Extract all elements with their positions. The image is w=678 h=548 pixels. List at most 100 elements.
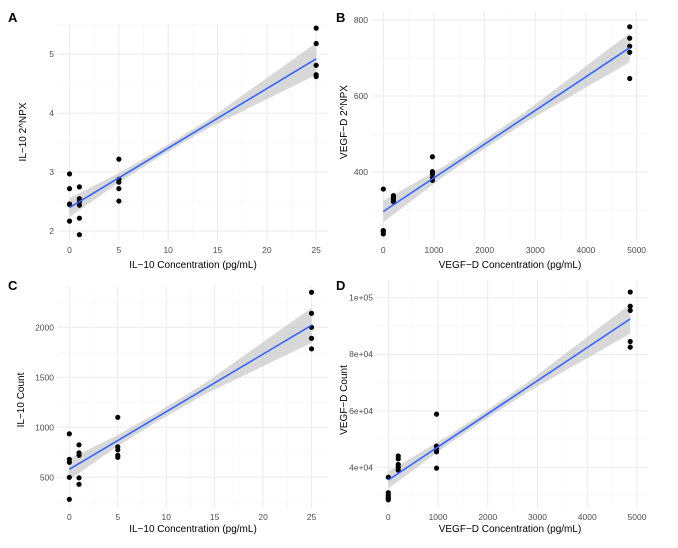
data-point	[313, 25, 319, 31]
x-axis-title: IL−10 Concentration (pg/mL)	[129, 260, 257, 271]
data-point	[308, 346, 315, 352]
y-tick-label: 600	[354, 91, 368, 101]
y-tick-label: 3	[49, 167, 54, 177]
regression-line	[69, 58, 317, 209]
data-point	[627, 35, 633, 41]
x-tick-label: 15	[213, 245, 223, 255]
data-point	[66, 474, 72, 480]
data-point	[433, 465, 440, 471]
y-tick-label: 4	[49, 108, 54, 118]
data-point	[66, 496, 72, 502]
confidence-band	[383, 33, 630, 223]
x-axis-title: IL−10 Concentration (pg/mL)	[129, 524, 257, 535]
data-point	[380, 231, 386, 237]
y-tick-label: 2	[49, 226, 54, 236]
data-point	[627, 307, 633, 314]
y-tick-label: 1e+05	[349, 293, 373, 303]
x-tick-label: 1000	[429, 512, 448, 522]
data-point	[66, 186, 73, 192]
data-point	[429, 154, 436, 160]
data-point	[116, 186, 122, 192]
data-point	[66, 171, 73, 177]
regression-line	[382, 47, 631, 213]
x-tick-label: 5	[116, 245, 121, 255]
data-point	[380, 186, 386, 192]
data-point	[308, 310, 315, 316]
data-point	[627, 338, 633, 345]
panel-d: 0 1000 2000 3000 4000 5000 4e+04 6e+04 8e+04 1e+0…	[336, 278, 648, 535]
data-point	[116, 198, 122, 204]
x-tick-label: 25	[307, 512, 317, 522]
x-tick-label: 20	[258, 512, 268, 522]
data-point	[627, 344, 633, 350]
data-point	[627, 24, 633, 30]
data-point	[115, 414, 121, 420]
x-tick-label: 0	[381, 245, 386, 255]
y-tick-label: 2000	[35, 322, 54, 332]
data-point	[115, 447, 121, 453]
data-point	[66, 459, 72, 465]
x-tick-label: 0	[67, 245, 72, 255]
data-point	[76, 452, 82, 458]
x-tick-label: 4000	[578, 512, 597, 522]
x-tick-label: 5000	[627, 245, 646, 255]
y-axis-title: IL−10 Count	[16, 372, 27, 427]
data-point	[115, 454, 121, 460]
data-point	[627, 43, 633, 49]
data-point	[313, 62, 319, 68]
data-point	[627, 303, 633, 309]
data-point	[308, 289, 315, 295]
data-point	[313, 40, 319, 47]
y-tick-label: 4e+04	[349, 462, 373, 472]
x-tick-label: 10	[163, 245, 173, 255]
y-tick-label: 400	[354, 167, 368, 177]
x-tick-label: 5000	[628, 512, 647, 522]
panel-label: C	[8, 278, 18, 293]
data-point	[627, 75, 633, 82]
y-tick-label: 8e+04	[349, 349, 373, 359]
x-tick-label: 5	[115, 512, 120, 522]
panel-c: 0 5 10 15 20 25 500 1000 1500 2000 IL−10 Concentra…	[8, 278, 328, 535]
panel-label: B	[336, 10, 345, 25]
data-point	[429, 171, 436, 177]
data-point	[433, 449, 440, 455]
data-point	[76, 202, 83, 208]
panel-a: 0 5 10 15 20 25 2 3 4 5 IL−10 Concentration (pg/mL…	[8, 10, 328, 271]
data-point	[116, 156, 122, 162]
y-axis-title: IL−10 2^NPX	[18, 102, 29, 161]
data-point	[76, 232, 83, 238]
data-point	[116, 179, 122, 185]
data-point	[395, 467, 401, 473]
data-point	[390, 199, 397, 205]
x-tick-label: 2000	[478, 512, 497, 522]
x-tick-label: 15	[210, 512, 220, 522]
x-tick-label: 25	[311, 245, 321, 255]
data-point	[385, 497, 391, 503]
confidence-band	[69, 307, 312, 480]
panel-b: 0 1000 2000 3000 4000 5000 400 600 800 VEGF−D Con…	[336, 10, 648, 271]
y-axis-title: VEGF−D Count	[339, 365, 350, 435]
data-point	[76, 442, 82, 448]
x-tick-label: 4000	[576, 245, 595, 255]
panel-label: D	[336, 278, 345, 293]
data-point	[76, 184, 83, 190]
regression-line	[387, 318, 631, 481]
data-point	[313, 73, 319, 80]
x-tick-label: 2000	[475, 245, 494, 255]
y-axis-title: VEGF−D 2^NPX	[339, 85, 350, 159]
data-point	[395, 456, 401, 462]
y-tick-label: 1000	[35, 422, 54, 432]
confidence-band	[388, 304, 631, 489]
data-point	[433, 411, 440, 417]
x-tick-label: 10	[161, 512, 171, 522]
x-tick-label: 0	[386, 512, 391, 522]
y-tick-label: 5	[49, 49, 54, 59]
y-tick-label: 500	[40, 472, 54, 482]
x-tick-label: 3000	[528, 512, 547, 522]
data-point	[76, 475, 82, 481]
data-point	[66, 218, 73, 224]
x-axis-title: VEGF−D Concentration (pg/mL)	[439, 524, 582, 535]
x-axis-title: VEGF−D Concentration (pg/mL)	[439, 260, 582, 271]
y-tick-label: 800	[354, 15, 368, 25]
data-point	[76, 215, 83, 221]
